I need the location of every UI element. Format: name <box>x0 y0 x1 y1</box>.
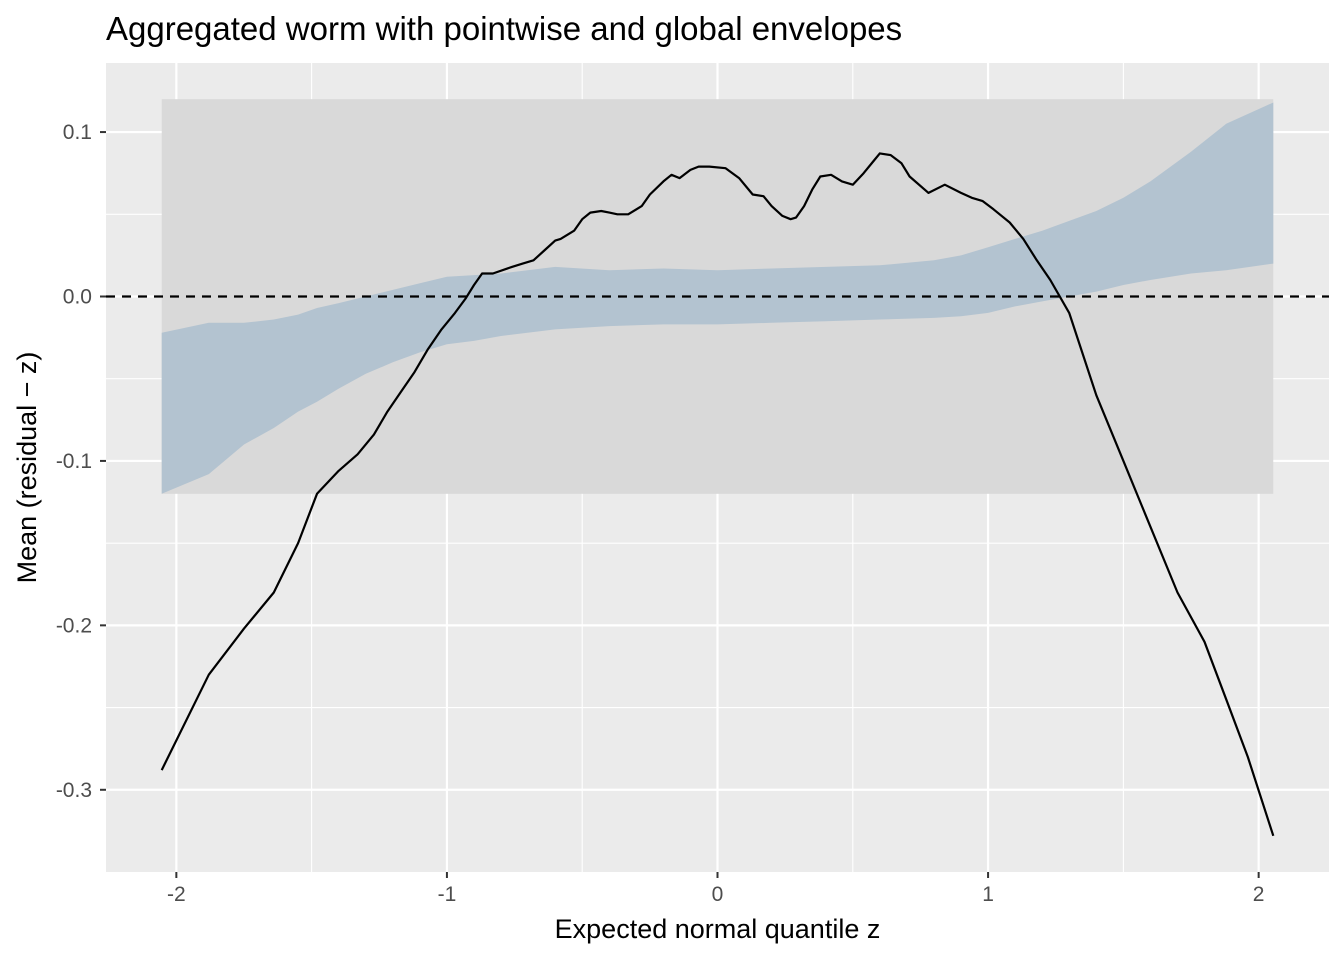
pointwise-envelope <box>161 102 1274 494</box>
worm-line <box>160 152 1275 837</box>
x-tick-label: -1 <box>438 883 457 906</box>
x-tick-label: 2 <box>1253 883 1265 906</box>
y-tick-label: -0.1 <box>56 450 92 473</box>
x-tick-label: 1 <box>982 883 994 906</box>
y-axis-title: Mean (residual − z) <box>12 352 42 584</box>
x-tick-label: 0 <box>712 883 724 906</box>
y-axis-ticks: -0.3 -0.2 -0.1 0.0 0.1 <box>56 121 106 802</box>
y-tick-label: 0.0 <box>63 285 92 308</box>
y-tick-label: -0.3 <box>56 779 92 802</box>
y-tick-label: -0.2 <box>56 614 92 637</box>
x-tick-label: -2 <box>167 883 186 906</box>
x-axis-title: Expected normal quantile z <box>555 914 881 944</box>
chart-title: Aggregated worm with pointwise and globa… <box>106 10 902 47</box>
x-axis-ticks: -2 -1 0 1 2 <box>167 872 1264 906</box>
y-tick-label: 0.1 <box>63 121 92 144</box>
